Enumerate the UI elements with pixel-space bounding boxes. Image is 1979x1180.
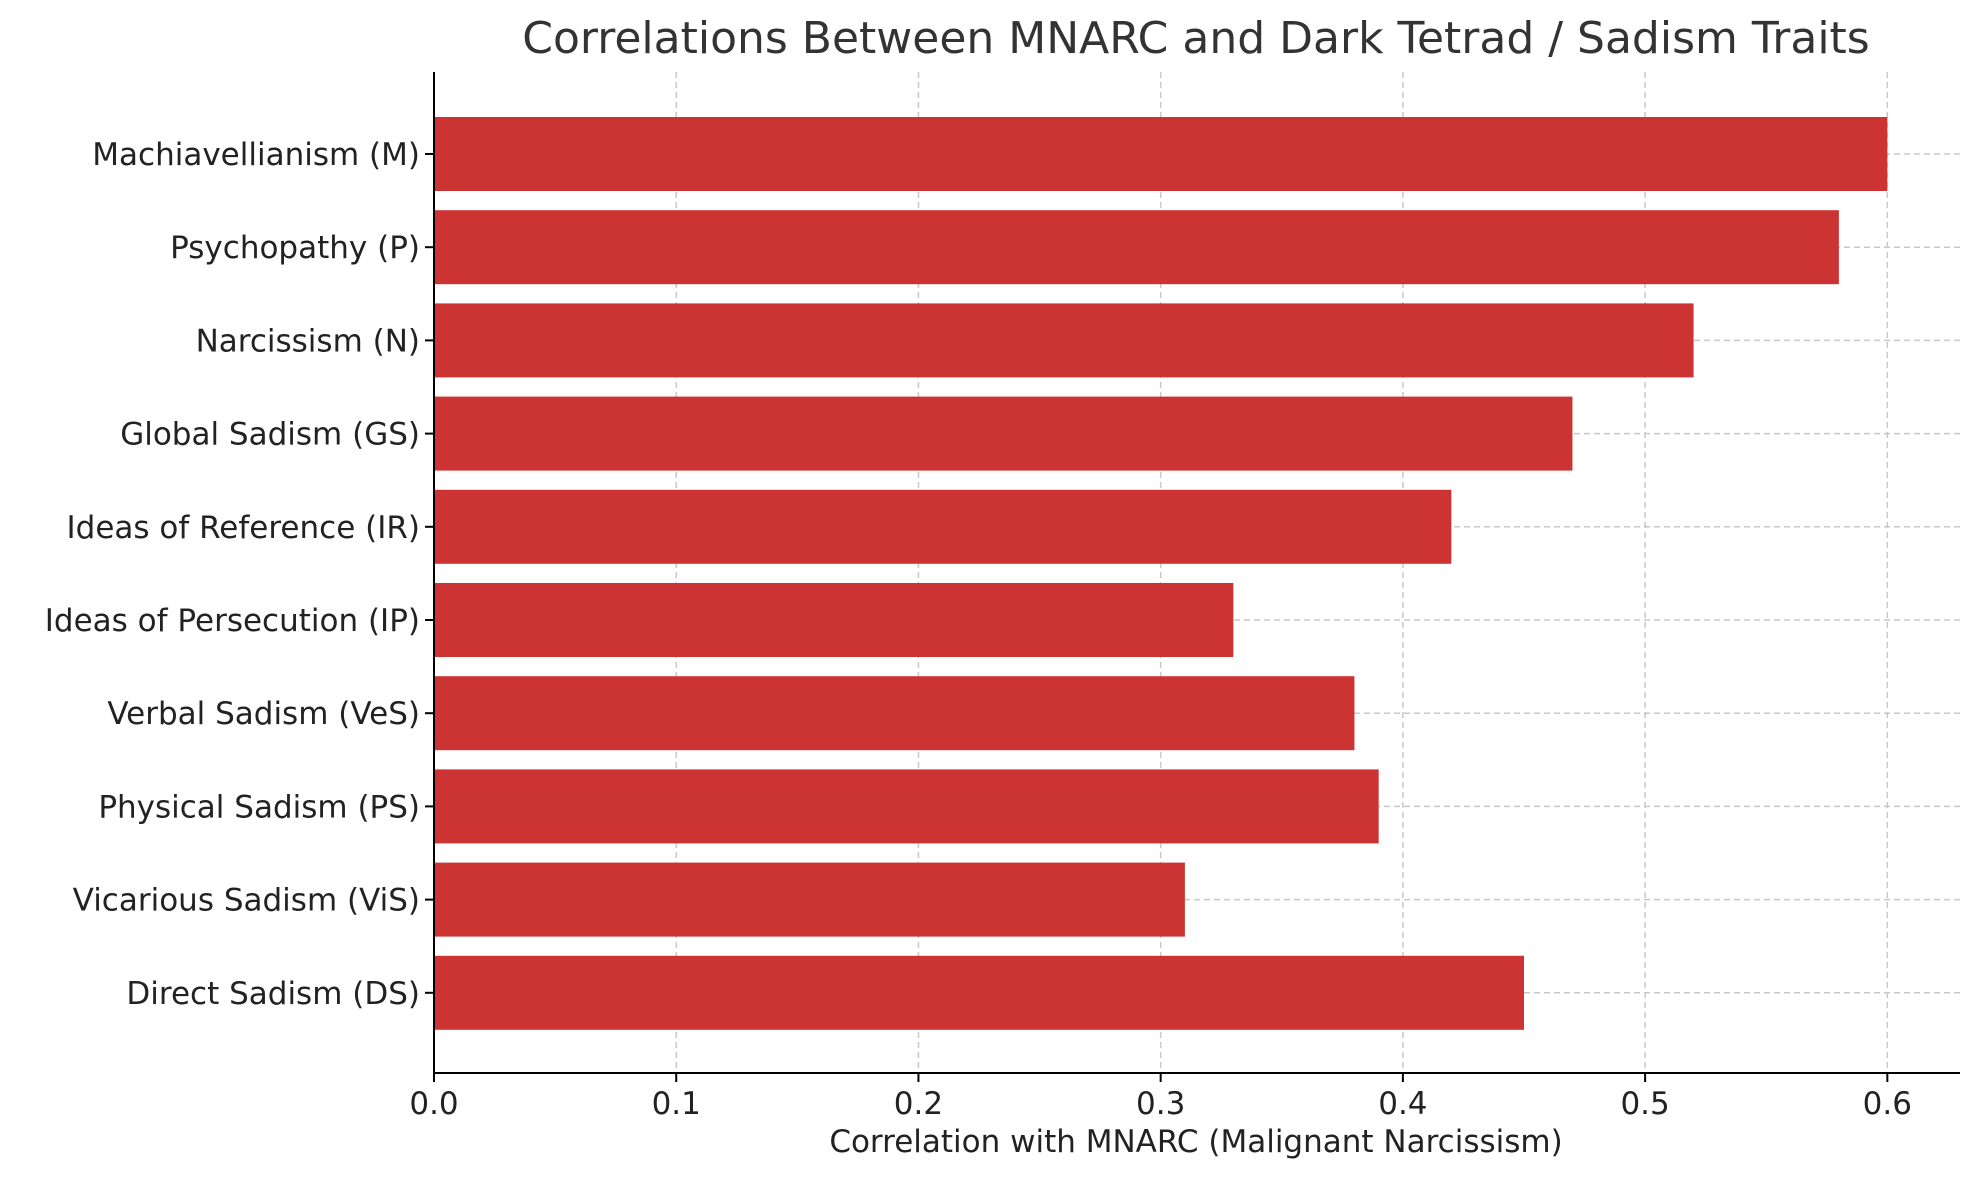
bar xyxy=(434,117,1888,191)
bar xyxy=(434,303,1694,378)
category-label-layer: Machiavellianism (M) Psychopathy (P) Narci… xyxy=(45,137,420,1012)
bar xyxy=(434,583,1234,657)
x-tick-label: 0.5 xyxy=(1620,1086,1669,1122)
category-label: Ideas of Persecution (IP) xyxy=(45,603,420,639)
category-label: Physical Sadism (PS) xyxy=(98,789,420,825)
bar xyxy=(434,396,1573,471)
category-label: Direct Sadism (DS) xyxy=(126,976,420,1012)
category-label: Narcissism (N) xyxy=(196,323,420,359)
bar xyxy=(434,210,1839,285)
category-label: Vicarious Sadism (ViS) xyxy=(73,883,420,919)
x-tick-label: 0.6 xyxy=(1863,1086,1912,1122)
x-tick-label: 0.4 xyxy=(1378,1086,1427,1122)
x-tick-label: 0.2 xyxy=(894,1086,943,1122)
bar xyxy=(434,489,1452,564)
x-tick-label: 0.0 xyxy=(409,1086,458,1122)
x-tick-label: 0.1 xyxy=(652,1086,701,1122)
bar xyxy=(434,862,1185,937)
x-tick-label: 0.3 xyxy=(1136,1086,1185,1122)
bar xyxy=(434,676,1355,751)
x-axis-label: Correlation with MNARC (Malignant Narcis… xyxy=(829,1124,1562,1160)
chart-title: Correlations Between MNARC and Dark Tetr… xyxy=(522,13,1869,64)
category-label: Verbal Sadism (VeS) xyxy=(107,696,420,732)
tick-layer: 0.0 0.1 0.2 0.3 0.4 0.5 0.6 xyxy=(409,153,1912,1122)
category-label: Psychopathy (P) xyxy=(170,230,420,266)
category-label: Machiavellianism (M) xyxy=(92,137,420,173)
bar xyxy=(434,769,1379,844)
category-label: Global Sadism (GS) xyxy=(120,417,420,453)
axis-layer xyxy=(433,72,1960,1074)
bar xyxy=(434,955,1524,1030)
category-label: Ideas of Reference (IR) xyxy=(67,510,420,546)
bar-layer xyxy=(434,117,1888,1030)
